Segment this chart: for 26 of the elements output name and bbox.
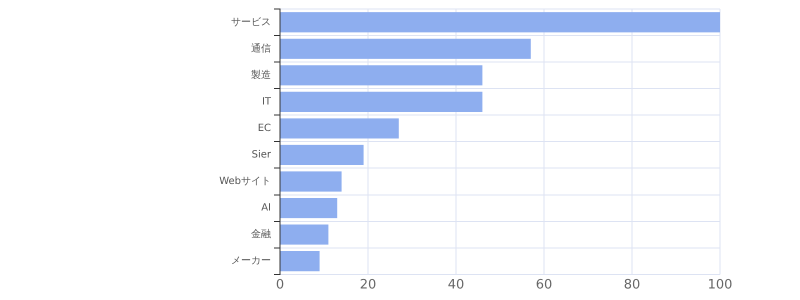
x-tick-label: 100 (708, 278, 732, 293)
x-tick-label: 20 (360, 278, 376, 293)
y-tick-label: Webサイト (219, 176, 271, 188)
x-tick-label: 80 (624, 278, 640, 293)
bar (280, 92, 482, 112)
x-tick-label: 0 (276, 278, 284, 293)
y-tick-label: Sier (252, 150, 272, 161)
bar (280, 65, 482, 86)
bar (280, 224, 328, 245)
bar (280, 118, 399, 139)
bar (280, 38, 531, 59)
bar (280, 144, 364, 166)
y-tick-label: サービス (231, 16, 271, 28)
y-tick-label: IT (262, 96, 272, 108)
bar (280, 171, 342, 192)
y-tick-label: メーカー (231, 256, 271, 267)
bar (280, 198, 338, 218)
bar (280, 12, 720, 32)
x-tick-label: 40 (448, 278, 464, 293)
bar (280, 251, 320, 272)
y-tick-label: 製造 (251, 68, 271, 81)
y-tick-label: 金融 (251, 228, 271, 240)
y-tick-label: EC (258, 123, 272, 134)
x-tick-label: 60 (536, 278, 552, 293)
y-tick-label: 通信 (251, 42, 271, 54)
y-tick-label: AI (261, 202, 271, 214)
